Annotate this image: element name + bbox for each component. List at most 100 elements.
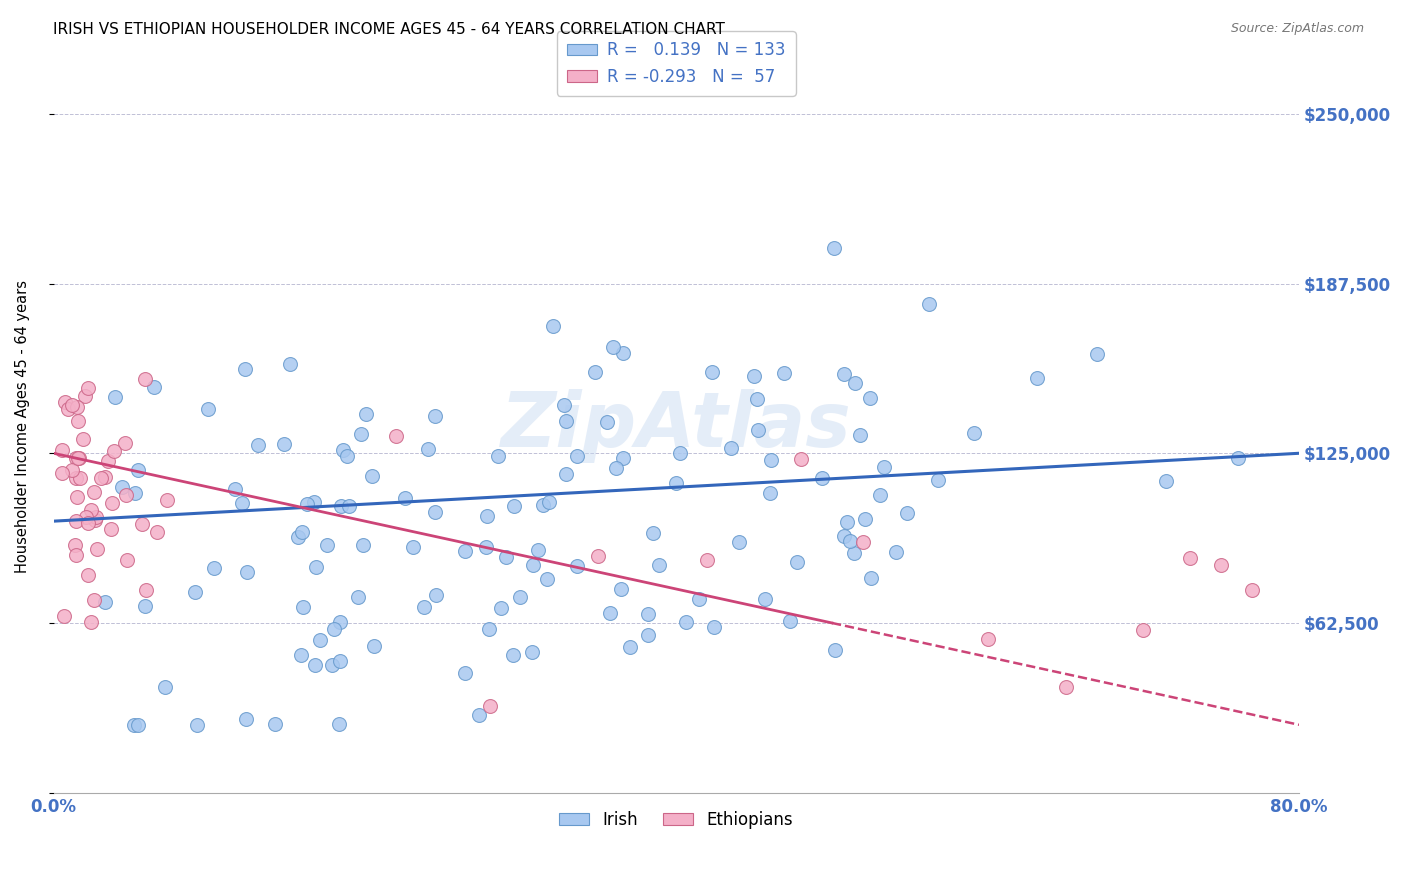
Point <box>66 401 89 415</box>
Y-axis label: Householder Income Ages 45 - 64 years: Householder Income Ages 45 - 64 years <box>15 279 30 573</box>
Point <box>347 590 370 604</box>
Point <box>124 486 146 500</box>
Point <box>495 550 517 565</box>
Point <box>72 432 94 446</box>
Point <box>67 450 90 465</box>
Point <box>1154 475 1177 489</box>
Point <box>602 340 624 354</box>
Point <box>811 470 834 484</box>
Point <box>328 717 350 731</box>
Point <box>537 495 560 509</box>
Point <box>69 470 91 484</box>
Point <box>53 608 76 623</box>
Point <box>637 607 659 621</box>
Point <box>84 513 107 527</box>
Point <box>83 485 105 500</box>
Point <box>183 585 205 599</box>
Point <box>917 297 939 311</box>
Point <box>1085 347 1108 361</box>
Point <box>53 394 76 409</box>
Point <box>273 437 295 451</box>
Point <box>385 429 408 443</box>
Point <box>927 473 949 487</box>
Point <box>350 427 373 442</box>
Legend: Irish, Ethiopians: Irish, Ethiopians <box>553 805 800 836</box>
Point <box>235 713 257 727</box>
Point <box>852 534 875 549</box>
Point <box>236 565 259 579</box>
Point <box>356 408 378 422</box>
Point <box>287 530 309 544</box>
Point <box>1226 451 1249 466</box>
Point <box>295 497 318 511</box>
Point <box>418 442 440 456</box>
Point <box>197 401 219 416</box>
Point <box>361 469 384 483</box>
Point <box>247 438 270 452</box>
Point <box>103 444 125 458</box>
Point <box>1241 583 1264 598</box>
Point <box>291 524 314 539</box>
Point <box>541 319 564 334</box>
Point <box>839 534 862 549</box>
Point <box>565 449 588 463</box>
Point <box>744 369 766 384</box>
Point <box>619 640 641 655</box>
Point <box>337 499 360 513</box>
Point <box>475 540 498 554</box>
Point <box>859 391 882 405</box>
Point <box>77 568 100 582</box>
Point <box>75 510 97 524</box>
Point <box>394 491 416 505</box>
Point <box>824 643 846 657</box>
Point <box>486 449 509 463</box>
Point <box>321 658 343 673</box>
Point <box>754 592 776 607</box>
Point <box>65 471 87 485</box>
Point <box>309 633 332 648</box>
Point <box>779 615 801 629</box>
Point <box>97 453 120 467</box>
Point <box>696 553 718 567</box>
Point <box>290 648 312 663</box>
Point <box>700 365 723 379</box>
Point <box>134 372 156 386</box>
Point <box>186 718 208 732</box>
Point <box>153 680 176 694</box>
Point <box>522 558 544 573</box>
Point <box>477 622 499 636</box>
Point <box>454 543 477 558</box>
Point <box>873 459 896 474</box>
Point <box>832 368 855 382</box>
Point <box>832 529 855 543</box>
Point <box>65 451 87 466</box>
Point <box>869 488 891 502</box>
Point <box>146 524 169 539</box>
Point <box>233 361 256 376</box>
Point <box>402 540 425 554</box>
Point <box>596 415 619 429</box>
Point <box>675 615 697 629</box>
Point <box>886 544 908 558</box>
Point <box>127 718 149 732</box>
Point <box>454 665 477 680</box>
Point <box>1211 558 1233 572</box>
Point <box>647 558 669 572</box>
Point <box>536 572 558 586</box>
Point <box>84 510 107 524</box>
Point <box>80 503 103 517</box>
Point <box>853 512 876 526</box>
Point <box>1132 623 1154 637</box>
Point <box>759 453 782 467</box>
Point <box>790 451 813 466</box>
Point <box>323 622 346 636</box>
Point <box>56 402 79 417</box>
Point <box>502 499 524 513</box>
Point <box>90 471 112 485</box>
Point <box>94 469 117 483</box>
Point <box>773 366 796 380</box>
Point <box>688 592 710 607</box>
Point <box>65 515 87 529</box>
Point <box>63 538 86 552</box>
Point <box>134 599 156 613</box>
